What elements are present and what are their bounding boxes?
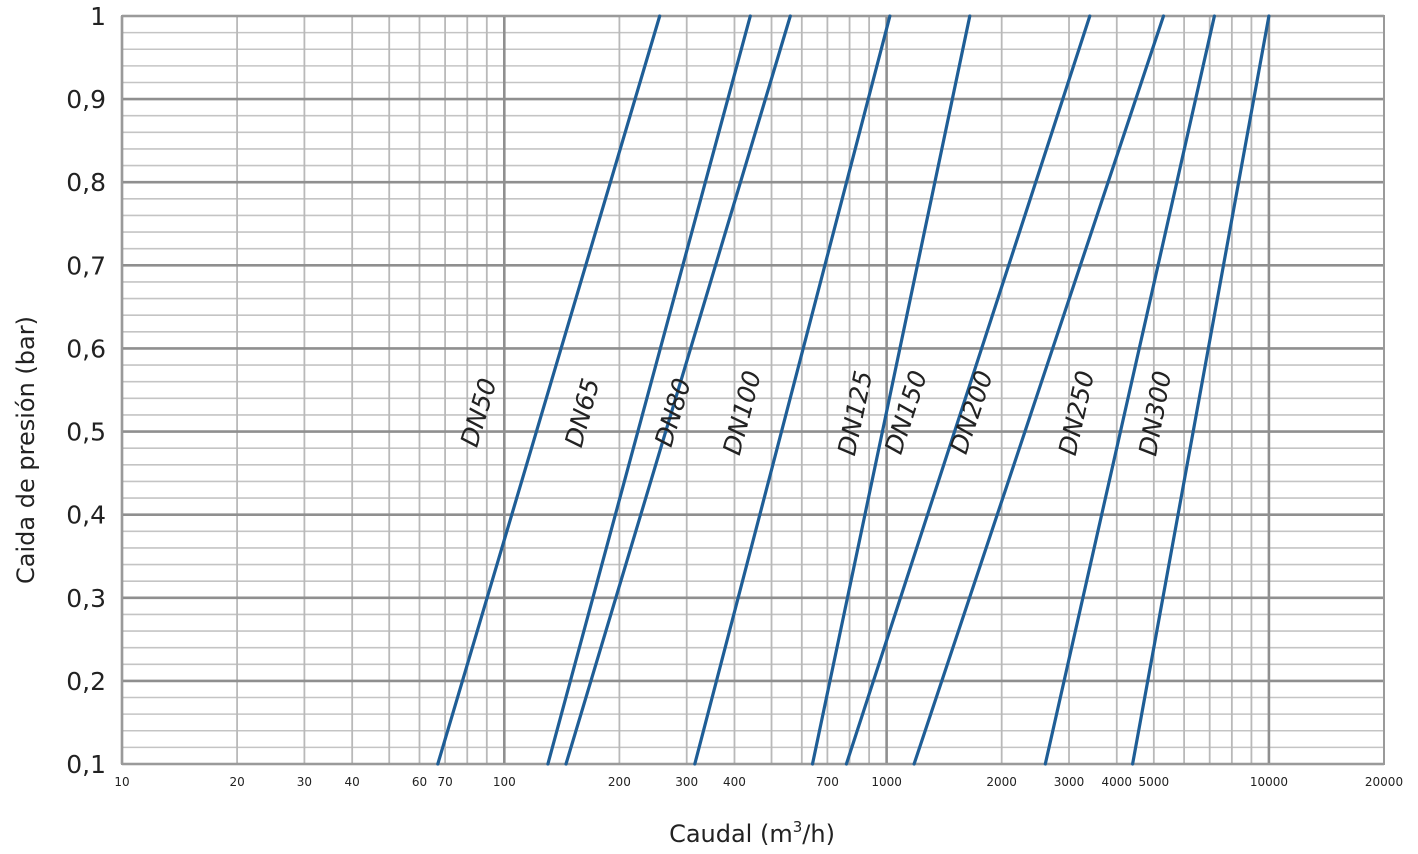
series-label-dn50: DN50 <box>455 375 503 450</box>
y-tick-label: 0,5 <box>66 418 106 447</box>
series-line-dn125 <box>810 14 972 766</box>
x-axis-title: Caudal (m3/h) <box>669 818 835 848</box>
series-line-dn65 <box>546 14 752 766</box>
y-tick-label: 0,6 <box>66 334 106 363</box>
x-tick-label: 5000 <box>1139 775 1170 789</box>
x-tick-label: 3000 <box>1054 775 1085 789</box>
series-line-dn100 <box>693 14 892 766</box>
y-tick-label: 0,9 <box>66 85 106 114</box>
x-tick-label: 20000 <box>1365 775 1403 789</box>
y-tick-label: 1 <box>90 2 106 31</box>
series-label-dn200: DN200 <box>944 367 999 457</box>
x-tick-label: 10000 <box>1250 775 1288 789</box>
y-tick-label: 0,1 <box>66 750 106 779</box>
series-lines <box>436 14 1271 766</box>
series-label-dn65: DN65 <box>559 375 605 450</box>
y-tick-labels: 1 0,9 0,8 0,7 0,6 0,5 0,4 0,3 0,2 0,1 <box>66 2 106 779</box>
series-labels: DN50 DN65 DN80 DN100 DN125 DN150 DN200 DN250 DN3… <box>455 367 1177 458</box>
series-line-dn80 <box>564 14 792 766</box>
x-tick-label: 1000 <box>871 775 902 789</box>
x-tick-label: 200 <box>608 775 631 789</box>
plot-frame <box>121 15 1385 765</box>
y-tick-label: 0,8 <box>66 168 106 197</box>
series-line-dn200 <box>912 14 1166 766</box>
series-label-dn80: DN80 <box>649 375 697 450</box>
x-tick-label: 40 <box>345 775 360 789</box>
y-tick-label: 0,4 <box>66 501 106 530</box>
grid <box>120 14 1385 766</box>
y-axis-title: Caida de presión (bar) <box>12 316 40 584</box>
x-tick-label: 100 <box>493 775 516 789</box>
x-tick-label: 400 <box>723 775 746 789</box>
x-tick-label: 700 <box>816 775 839 789</box>
series-line-dn150 <box>844 14 1092 766</box>
x-tick-label: 60 <box>412 775 427 789</box>
x-tick-label: 20 <box>229 775 244 789</box>
x-tick-labels: 10 20 30 40 60 70 100 200 300 400 700 1000 2000 3000 4… <box>114 775 1403 789</box>
x-tick-label: 2000 <box>986 775 1017 789</box>
series-line-dn250 <box>1043 14 1216 766</box>
series-line-dn300 <box>1131 14 1271 766</box>
x-tick-label: 30 <box>297 775 312 789</box>
y-tick-label: 0,2 <box>66 667 106 696</box>
x-tick-label: 4000 <box>1102 775 1133 789</box>
series-line-dn50 <box>436 14 662 766</box>
x-tick-label: 70 <box>437 775 452 789</box>
x-tick-label: 300 <box>675 775 698 789</box>
y-tick-label: 0,3 <box>66 584 106 613</box>
x-tick-label: 10 <box>114 775 129 789</box>
y-tick-label: 0,7 <box>66 251 106 280</box>
